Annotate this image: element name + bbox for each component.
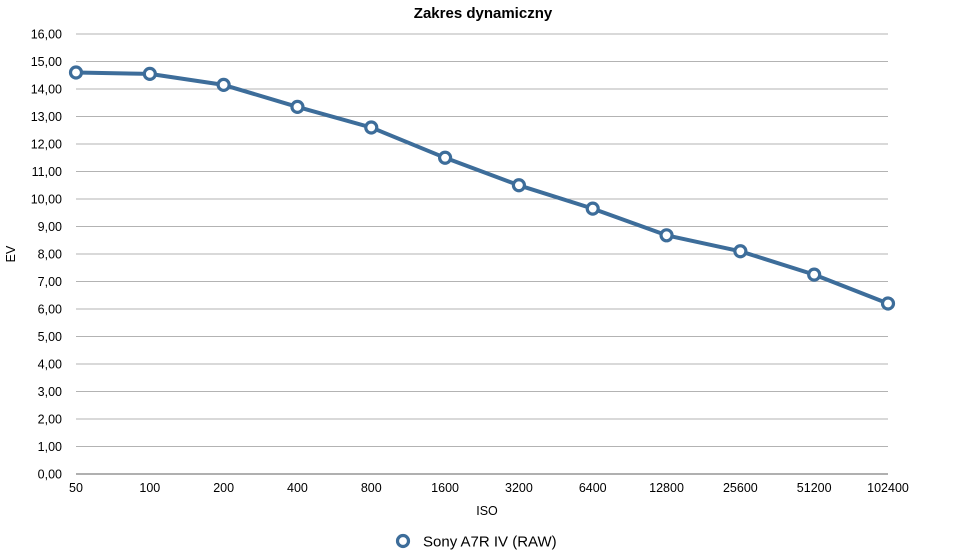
x-tick-label: 50: [69, 481, 83, 495]
y-tick-label: 6,00: [38, 303, 62, 317]
x-tick-label: 1600: [431, 481, 459, 495]
data-point: [290, 99, 305, 114]
data-point: [364, 120, 379, 135]
x-tick-label: 12800: [649, 481, 684, 495]
x-tick-label: 100: [139, 481, 160, 495]
series-line: [74, 70, 890, 306]
x-axis-ticks: 50 100 200 400 800 1600 3200 6400 12800 25600 5120…: [69, 481, 909, 495]
y-tick-label: 1,00: [38, 440, 62, 454]
y-tick-label: 11,00: [32, 165, 62, 179]
data-point: [511, 178, 527, 193]
data-point: [142, 66, 157, 81]
legend-marker-icon: [395, 533, 411, 549]
y-tick-label: 2,00: [38, 413, 62, 427]
data-point: [437, 150, 453, 165]
x-axis-label: ISO: [476, 504, 498, 518]
y-tick-label: 5,00: [38, 330, 62, 344]
x-tick-label: 51200: [797, 481, 832, 495]
y-tick-label: 13,00: [31, 110, 62, 124]
x-tick-label: 200: [213, 481, 234, 495]
y-tick-label: 14,00: [31, 83, 62, 97]
legend: Sony A7R IV (RAW): [395, 533, 557, 551]
y-tick-label: 7,00: [38, 275, 62, 289]
data-point: [807, 267, 822, 282]
legend-label: Sony A7R IV (RAW): [423, 534, 557, 551]
y-tick-label: 12,00: [31, 138, 62, 152]
data-point: [68, 65, 84, 80]
data-point: [733, 244, 748, 259]
y-tick-label: 10,00: [31, 193, 62, 207]
gridlines: [76, 33, 888, 475]
chart-title: Zakres dynamiczny: [414, 5, 553, 22]
x-tick-label: 800: [361, 481, 382, 495]
x-tick-label: 6400: [579, 481, 607, 495]
y-tick-label: 3,00: [38, 385, 62, 399]
data-point: [659, 228, 674, 243]
y-tick-label: 0,00: [38, 468, 62, 482]
x-tick-label: 25600: [723, 481, 758, 495]
y-tick-label: 9,00: [38, 220, 62, 234]
y-axis-label: EV: [4, 245, 18, 262]
data-point: [216, 77, 231, 92]
data-point: [880, 296, 896, 311]
y-tick-label: 15,00: [31, 55, 62, 69]
x-tick-label: 3200: [505, 481, 533, 495]
y-tick-label: 16,00: [31, 28, 62, 42]
series-group: [68, 65, 896, 311]
x-tick-label: 102400: [867, 481, 909, 495]
data-point: [585, 201, 600, 216]
y-tick-label: 8,00: [38, 248, 62, 262]
y-axis-ticks: 0,00 1,00 2,00 3,00 4,00 5,00 6,00 7,00 8,00 9,00…: [31, 28, 62, 482]
x-tick-label: 400: [287, 481, 308, 495]
y-tick-label: 4,00: [38, 358, 62, 372]
